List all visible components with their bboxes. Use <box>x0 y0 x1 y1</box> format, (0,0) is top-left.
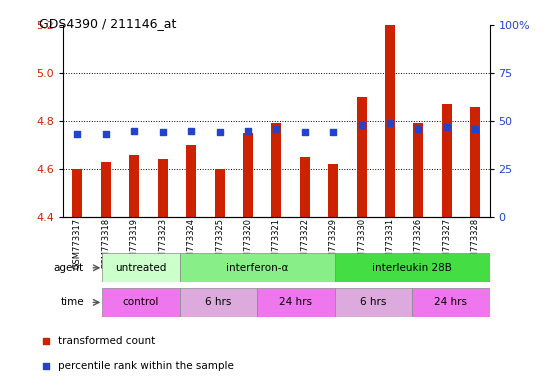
Point <box>73 131 82 137</box>
Bar <box>328 164 338 217</box>
Text: 24 hrs: 24 hrs <box>279 297 312 308</box>
Text: 6 hrs: 6 hrs <box>205 297 232 308</box>
Point <box>215 129 224 136</box>
Text: 6 hrs: 6 hrs <box>360 297 387 308</box>
Point <box>158 129 167 136</box>
Text: 24 hrs: 24 hrs <box>434 297 468 308</box>
Point <box>101 131 110 137</box>
Text: time: time <box>60 297 84 308</box>
Bar <box>102 288 179 317</box>
Point <box>41 363 50 369</box>
Bar <box>158 159 168 217</box>
Bar <box>442 104 452 217</box>
Bar <box>102 253 179 282</box>
Bar <box>356 97 367 217</box>
Text: percentile rank within the sample: percentile rank within the sample <box>58 361 234 371</box>
Point <box>300 129 309 136</box>
Bar <box>414 123 424 217</box>
Point <box>272 126 280 132</box>
Bar <box>334 288 412 317</box>
Point <box>130 127 139 134</box>
Text: GDS4390 / 211146_at: GDS4390 / 211146_at <box>39 17 176 30</box>
Bar <box>334 253 490 282</box>
Text: agent: agent <box>54 263 84 273</box>
Text: interferon-α: interferon-α <box>226 263 288 273</box>
Text: interleukin 28B: interleukin 28B <box>372 263 452 273</box>
Bar <box>179 288 257 317</box>
Bar <box>271 123 282 217</box>
Point <box>358 122 366 128</box>
Bar <box>385 25 395 217</box>
Bar <box>101 162 111 217</box>
Bar <box>257 288 334 317</box>
Point <box>471 126 480 132</box>
Point <box>244 127 252 134</box>
Point <box>329 129 338 136</box>
Point <box>186 127 196 134</box>
Bar <box>300 157 310 217</box>
Point <box>442 124 451 130</box>
Bar <box>179 253 334 282</box>
Bar <box>73 169 82 217</box>
Bar <box>186 145 196 217</box>
Bar <box>412 288 490 317</box>
Bar <box>214 169 224 217</box>
Bar <box>470 107 480 217</box>
Text: control: control <box>123 297 159 308</box>
Bar <box>243 133 253 217</box>
Point <box>414 126 423 132</box>
Text: untreated: untreated <box>115 263 167 273</box>
Point <box>41 338 50 344</box>
Point <box>386 120 394 126</box>
Text: transformed count: transformed count <box>58 336 156 346</box>
Bar <box>129 155 139 217</box>
